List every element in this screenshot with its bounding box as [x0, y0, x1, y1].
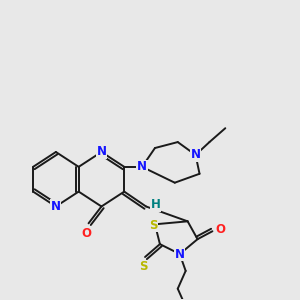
Text: S: S: [149, 219, 157, 232]
Text: N: N: [51, 200, 61, 213]
Text: O: O: [82, 227, 92, 240]
Text: N: N: [97, 146, 106, 158]
Text: N: N: [190, 148, 201, 161]
Text: N: N: [175, 248, 185, 260]
Text: S: S: [139, 260, 147, 273]
Text: H: H: [151, 198, 161, 211]
Text: O: O: [215, 223, 225, 236]
Text: N: N: [137, 160, 147, 173]
